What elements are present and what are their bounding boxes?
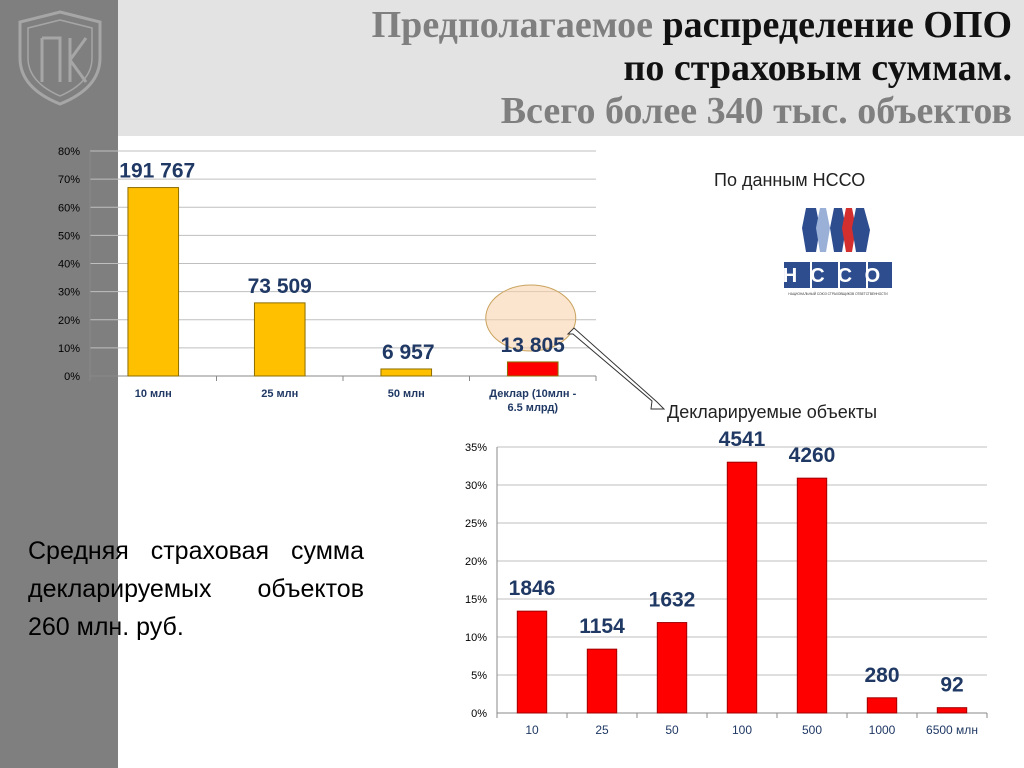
shield-logo-icon (18, 10, 102, 106)
bar (516, 610, 548, 714)
bar (866, 697, 898, 714)
y-tick-label: 70% (58, 174, 80, 186)
x-category-label: 10 млн (135, 388, 172, 400)
x-category-label: Деклар (10млн - (489, 388, 576, 400)
data-label: 92 (940, 674, 963, 697)
x-category-label: 6500 млн (926, 723, 978, 737)
average-sum-note: Средняя страховая сумма декларируемых об… (28, 537, 364, 641)
data-label: 1154 (579, 615, 625, 638)
y-tick-label: 10% (465, 632, 487, 644)
bar (656, 622, 688, 714)
x-category-label: 25 (595, 723, 609, 737)
title-line2: по страховым суммам. (623, 47, 1012, 89)
data-label: 1846 (509, 577, 556, 600)
highlight-circle (485, 284, 577, 352)
y-tick-label: 35% (465, 442, 487, 454)
bar (586, 648, 618, 714)
bar (127, 187, 180, 377)
page-title: Предполагаемое распределение ОПО по стра… (372, 4, 1012, 133)
y-tick-label: 60% (58, 202, 80, 214)
y-tick-label: 40% (58, 259, 80, 271)
data-label: 73 509 (248, 275, 312, 298)
bar (506, 361, 559, 377)
y-tick-label: 0% (64, 371, 80, 383)
data-label: 4260 (789, 444, 836, 467)
y-tick-label: 20% (58, 315, 80, 327)
y-tick-label: 0% (471, 708, 487, 720)
data-label: 6 957 (382, 341, 435, 364)
y-tick-label: 15% (465, 594, 487, 606)
y-tick-label: 20% (465, 556, 487, 568)
connector-arrow (566, 327, 666, 410)
y-tick-label: 25% (465, 518, 487, 530)
title-line1-gray: Предполагаемое (371, 4, 653, 46)
bar (796, 477, 828, 714)
bar (253, 302, 306, 377)
y-tick-label: 50% (58, 230, 80, 242)
sidebar (0, 0, 118, 768)
title-line3: Всего более 340 тыс. объектов (500, 90, 1012, 132)
nsso-logo-icon: НССО НАЦИОНАЛЬНЫЙ СОЮЗ СТРАХОВЩИКОВ ОТВЕ… (783, 208, 893, 296)
x-category-label: 50 (665, 723, 679, 737)
data-label: 4541 (719, 428, 766, 451)
x-category-label: 6.5 млрд) (507, 402, 558, 414)
bar (380, 368, 433, 377)
x-category-label: 1000 (869, 723, 896, 737)
data-label: 191 767 (119, 160, 195, 183)
y-tick-label: 80% (58, 146, 80, 158)
x-category-label: 100 (732, 723, 752, 737)
y-tick-label: 5% (471, 670, 487, 682)
title-band: Предполагаемое распределение ОПО по стра… (118, 0, 1024, 136)
nsso-caption: По данным НССО (714, 170, 866, 190)
x-category-label: 500 (802, 723, 822, 737)
x-category-label: 50 млн (388, 388, 425, 400)
nsso-logo-text: НССО (783, 265, 893, 287)
bar (726, 461, 758, 714)
bar (936, 707, 968, 714)
data-label: 13 805 (501, 334, 566, 357)
nsso-logo-subtext: НАЦИОНАЛЬНЫЙ СОЮЗ СТРАХОВЩИКОВ ОТВЕТСТВЕ… (788, 292, 888, 296)
data-label: 1632 (649, 589, 696, 612)
y-tick-label: 10% (58, 343, 80, 355)
title-line1-black: распределение ОПО (662, 4, 1013, 46)
data-label: 280 (864, 664, 899, 687)
x-category-label: 25 млн (261, 388, 298, 400)
declared-objects-caption: Декларируемые объекты (667, 402, 878, 422)
x-category-label: 10 (525, 723, 539, 737)
y-tick-label: 30% (465, 480, 487, 492)
y-tick-label: 30% (58, 287, 80, 299)
